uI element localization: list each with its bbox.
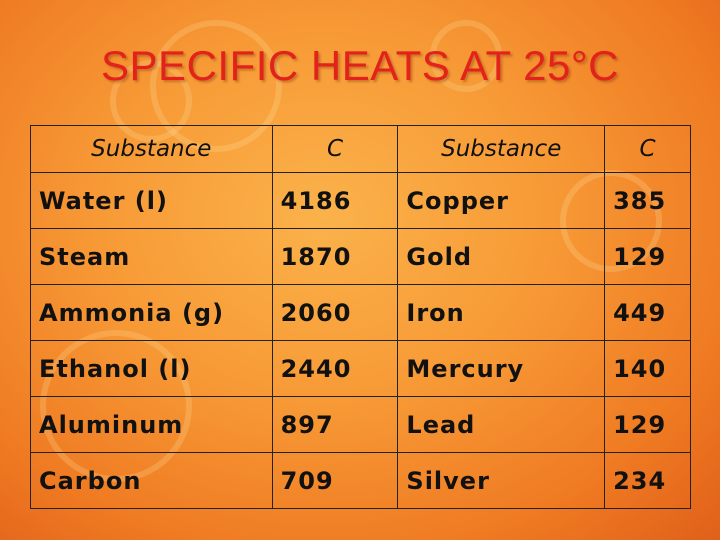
- table-cell: 897: [271, 396, 399, 453]
- column-header: C: [271, 125, 399, 173]
- table-row: Ethanol (l) 2440 Mercury 140: [30, 340, 691, 397]
- table-cell: Mercury: [397, 340, 606, 397]
- table-cell: 129: [604, 396, 691, 453]
- table-cell: 1870: [271, 228, 399, 285]
- column-header: Substance: [30, 125, 273, 173]
- table-cell: Lead: [397, 396, 606, 453]
- table-row: Water (l) 4186 Copper 385: [30, 172, 691, 229]
- table-cell: 2440: [271, 340, 399, 397]
- table-cell: Gold: [397, 228, 606, 285]
- table-cell: Iron: [397, 284, 606, 341]
- header-row: Substance C Substance C: [30, 125, 691, 173]
- table-cell: 385: [604, 172, 691, 229]
- data-table: Substance C Substance C Water (l) 4186 Copper…: [30, 125, 691, 509]
- table-cell: 129: [604, 228, 691, 285]
- table-row: Steam 1870 Gold 129: [30, 228, 691, 285]
- table-cell: Ammonia (g): [30, 284, 273, 341]
- table-cell: 449: [604, 284, 691, 341]
- table-cell: 234: [604, 452, 691, 509]
- table-row: Carbon 709 Silver 234: [30, 452, 691, 509]
- decoration: [430, 20, 502, 92]
- slide-title: SPECIFIC HEATS AT 25°C: [101, 42, 619, 89]
- table-cell: 140: [604, 340, 691, 397]
- table-cell: Water (l): [30, 172, 273, 229]
- table-cell: Carbon: [30, 452, 273, 509]
- table-cell: Copper: [397, 172, 606, 229]
- table-cell: 4186: [271, 172, 399, 229]
- table-row: Ammonia (g) 2060 Iron 449: [30, 284, 691, 341]
- table-cell: Steam: [30, 228, 273, 285]
- table-cell: 2060: [271, 284, 399, 341]
- table-cell: Ethanol (l): [30, 340, 273, 397]
- table-cell: Silver: [397, 452, 606, 509]
- table-row: Aluminum 897 Lead 129: [30, 396, 691, 453]
- column-header: C: [604, 125, 691, 173]
- table-cell: Aluminum: [30, 396, 273, 453]
- column-header: Substance: [397, 125, 606, 173]
- table-cell: 709: [271, 452, 399, 509]
